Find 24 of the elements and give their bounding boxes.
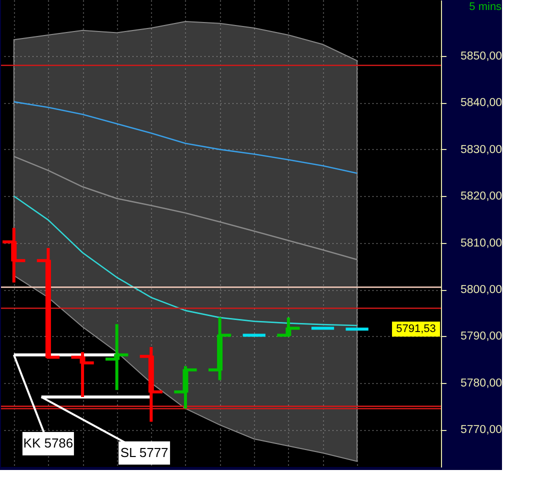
text: 5791,53 bbox=[396, 323, 436, 336]
candlestick bbox=[104, 322, 130, 392]
y-tick-label: 5790,00 bbox=[460, 330, 502, 343]
candlestick bbox=[172, 364, 198, 410]
candlestick bbox=[206, 316, 233, 382]
text: 5 mins bbox=[469, 1, 502, 13]
y-tick-label: 5810,00 bbox=[460, 237, 502, 250]
y-tick-label: 5850,00 bbox=[460, 50, 502, 63]
candlestick bbox=[1, 226, 27, 284]
candlestick bbox=[138, 345, 164, 424]
candlestick bbox=[276, 316, 302, 337]
line-series bbox=[13, 101, 358, 174]
y-tick-label: 5840,00 bbox=[460, 97, 502, 110]
line-series bbox=[13, 156, 358, 260]
y-tick-label: 5780,00 bbox=[460, 377, 502, 390]
candlestick bbox=[70, 350, 96, 398]
y-tick-label: 5800,00 bbox=[460, 284, 502, 296]
y-tick-label: 5830,00 bbox=[460, 144, 502, 156]
y-tick-label: 5770,00 bbox=[460, 424, 502, 436]
line-series bbox=[13, 195, 358, 326]
ref-line-label: SL 5777 bbox=[120, 444, 168, 460]
y-tick-label: 5820,00 bbox=[460, 190, 502, 203]
ref-line-label: KK 5786 bbox=[23, 436, 74, 451]
candlestick bbox=[35, 246, 62, 359]
